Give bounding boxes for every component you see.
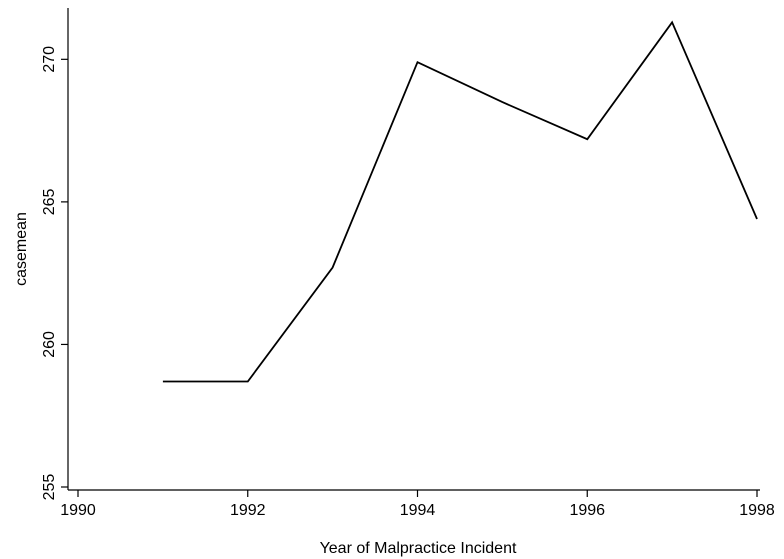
y-tick-label: 265 — [41, 188, 58, 215]
y-axis-title: casemean — [13, 212, 30, 286]
axes — [67, 8, 760, 491]
x-tick-label: 1994 — [400, 502, 436, 519]
x-tick-label: 1992 — [230, 502, 266, 519]
x-axis-title: Year of Malpractice Incident — [320, 540, 517, 557]
y-axis-ticks: 255 260 265 270 — [41, 46, 68, 500]
y-tick-label: 260 — [41, 331, 58, 358]
y-tick-label: 270 — [41, 46, 58, 73]
series-layer — [162, 20, 758, 383]
y-tick-label: 255 — [41, 474, 58, 501]
x-tick-label: 1998 — [739, 502, 775, 519]
x-axis-ticks: 1990 1992 1994 1996 1998 — [60, 490, 775, 519]
x-tick-label: 1990 — [60, 502, 96, 519]
x-tick-label: 1996 — [569, 502, 605, 519]
series-line — [162, 20, 758, 383]
